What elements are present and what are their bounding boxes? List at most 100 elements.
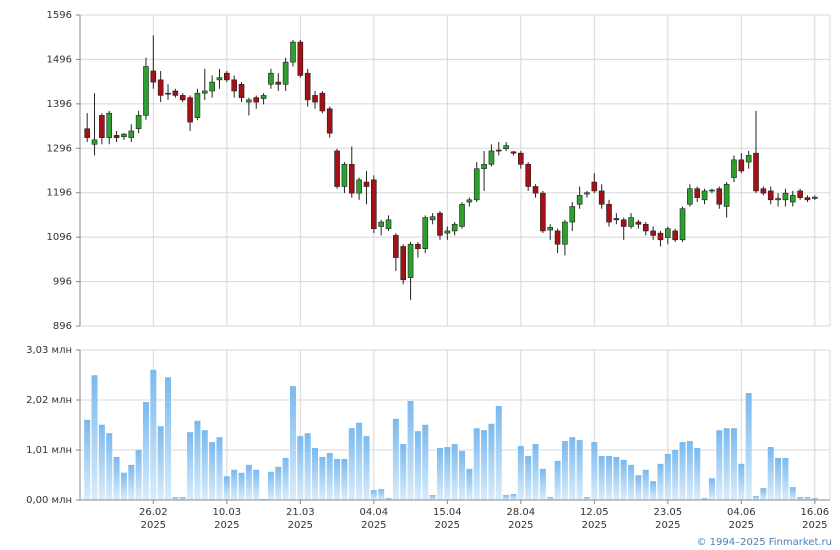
candle-body — [665, 228, 671, 238]
candle-body — [422, 217, 429, 249]
volume-bar — [635, 475, 642, 500]
candle-body — [459, 203, 465, 227]
volume-bar — [606, 455, 613, 500]
volume-bar — [91, 375, 98, 500]
candle-body — [113, 135, 120, 138]
volume-bar — [319, 456, 326, 500]
volume-bar — [267, 471, 274, 500]
volume-bar — [517, 446, 524, 500]
candle-body — [393, 235, 399, 258]
candle-body — [775, 198, 781, 201]
candle-body — [687, 188, 693, 205]
candle-body — [694, 188, 701, 198]
x-tick-label-line: 2025 — [508, 520, 533, 531]
volume-bar — [128, 464, 135, 500]
volume-bar — [363, 436, 370, 500]
candle-body — [672, 230, 678, 241]
candle-body — [209, 81, 215, 92]
candle-body — [488, 150, 495, 165]
volume-bar — [194, 420, 201, 500]
volume-bar — [561, 441, 568, 500]
volume-bar — [525, 455, 532, 500]
x-tick-label: 21.03 2025 — [286, 507, 315, 531]
volume-bar — [569, 437, 576, 500]
candle-body — [400, 246, 407, 281]
volume-bar — [231, 469, 238, 500]
volume-bar — [642, 469, 649, 500]
candle-body — [679, 208, 686, 241]
volume-bar — [488, 423, 495, 500]
volume-bar — [708, 478, 715, 500]
y-tick-label: 996 — [53, 277, 72, 288]
volume-bar — [275, 466, 282, 500]
candle-body — [356, 179, 362, 194]
volume-bar — [554, 460, 561, 500]
volume-bar — [304, 433, 311, 500]
candle-body — [598, 190, 605, 205]
volume-bar — [414, 431, 421, 500]
candle-body — [165, 92, 171, 95]
volume-bar — [804, 497, 811, 500]
candle-body — [319, 92, 326, 112]
candle-body — [194, 92, 201, 118]
candle-body — [650, 230, 656, 236]
y-tick-label: 0,00 млн — [26, 495, 72, 506]
candle-body — [128, 130, 135, 138]
volume-bar — [113, 456, 120, 500]
volume-bar — [120, 472, 127, 500]
volume-bar — [657, 463, 664, 500]
candle-body — [297, 41, 304, 76]
volume-bar — [238, 472, 245, 500]
volume-bar — [767, 447, 774, 500]
volume-bar — [150, 369, 157, 500]
y-tick-label: 1296 — [47, 143, 72, 154]
volume-bar — [481, 430, 488, 500]
candle-body — [444, 230, 451, 234]
copyright: © 1994–2025 Finmarket.ru — [696, 537, 832, 548]
volume-bar — [598, 455, 605, 500]
candle-body — [224, 72, 230, 81]
candle-body — [628, 217, 634, 227]
volume-bar — [98, 424, 105, 500]
x-tick-label-line: 21.03 — [286, 507, 315, 518]
candle-body — [150, 70, 157, 83]
x-tick-label: 28.04 2025 — [507, 507, 536, 531]
volume-bar — [473, 428, 480, 500]
y-tick-label: 1596 — [47, 10, 72, 21]
volume-bar — [245, 464, 252, 500]
volume-bar — [613, 456, 620, 500]
candle-body — [282, 61, 289, 85]
volume-bar — [165, 377, 172, 500]
candle-body — [312, 95, 318, 103]
candle-body — [789, 195, 796, 203]
candle-body — [231, 79, 237, 92]
candle-body — [304, 72, 311, 101]
candle-body — [371, 179, 377, 230]
candle-body — [804, 197, 811, 201]
candle-body — [187, 97, 193, 123]
volume-bar — [686, 441, 693, 500]
volume-bar — [209, 442, 216, 500]
volume-bar — [503, 495, 510, 500]
candle-body — [437, 212, 443, 236]
candle-body — [613, 218, 620, 221]
candle-body — [99, 115, 105, 138]
candle-body — [753, 152, 759, 192]
candle-body — [172, 90, 179, 96]
x-tick-label-line: 2025 — [214, 520, 239, 531]
volume-bar — [760, 488, 767, 500]
candle-body — [518, 152, 524, 165]
volume-bar — [745, 393, 752, 500]
volume-bar — [738, 463, 745, 500]
volume-bar — [282, 457, 289, 500]
volume-bar — [348, 428, 355, 500]
y-tick-label: 1,01 млн — [26, 445, 72, 456]
candle-body — [591, 181, 598, 192]
candle-body — [253, 97, 260, 103]
volume-bar — [797, 497, 804, 500]
volume-bar — [701, 498, 708, 500]
y-tick-label: 1196 — [47, 188, 72, 199]
x-tick-label-line: 16.06 — [801, 507, 830, 518]
x-tick-label-line: 26.02 — [139, 507, 168, 518]
